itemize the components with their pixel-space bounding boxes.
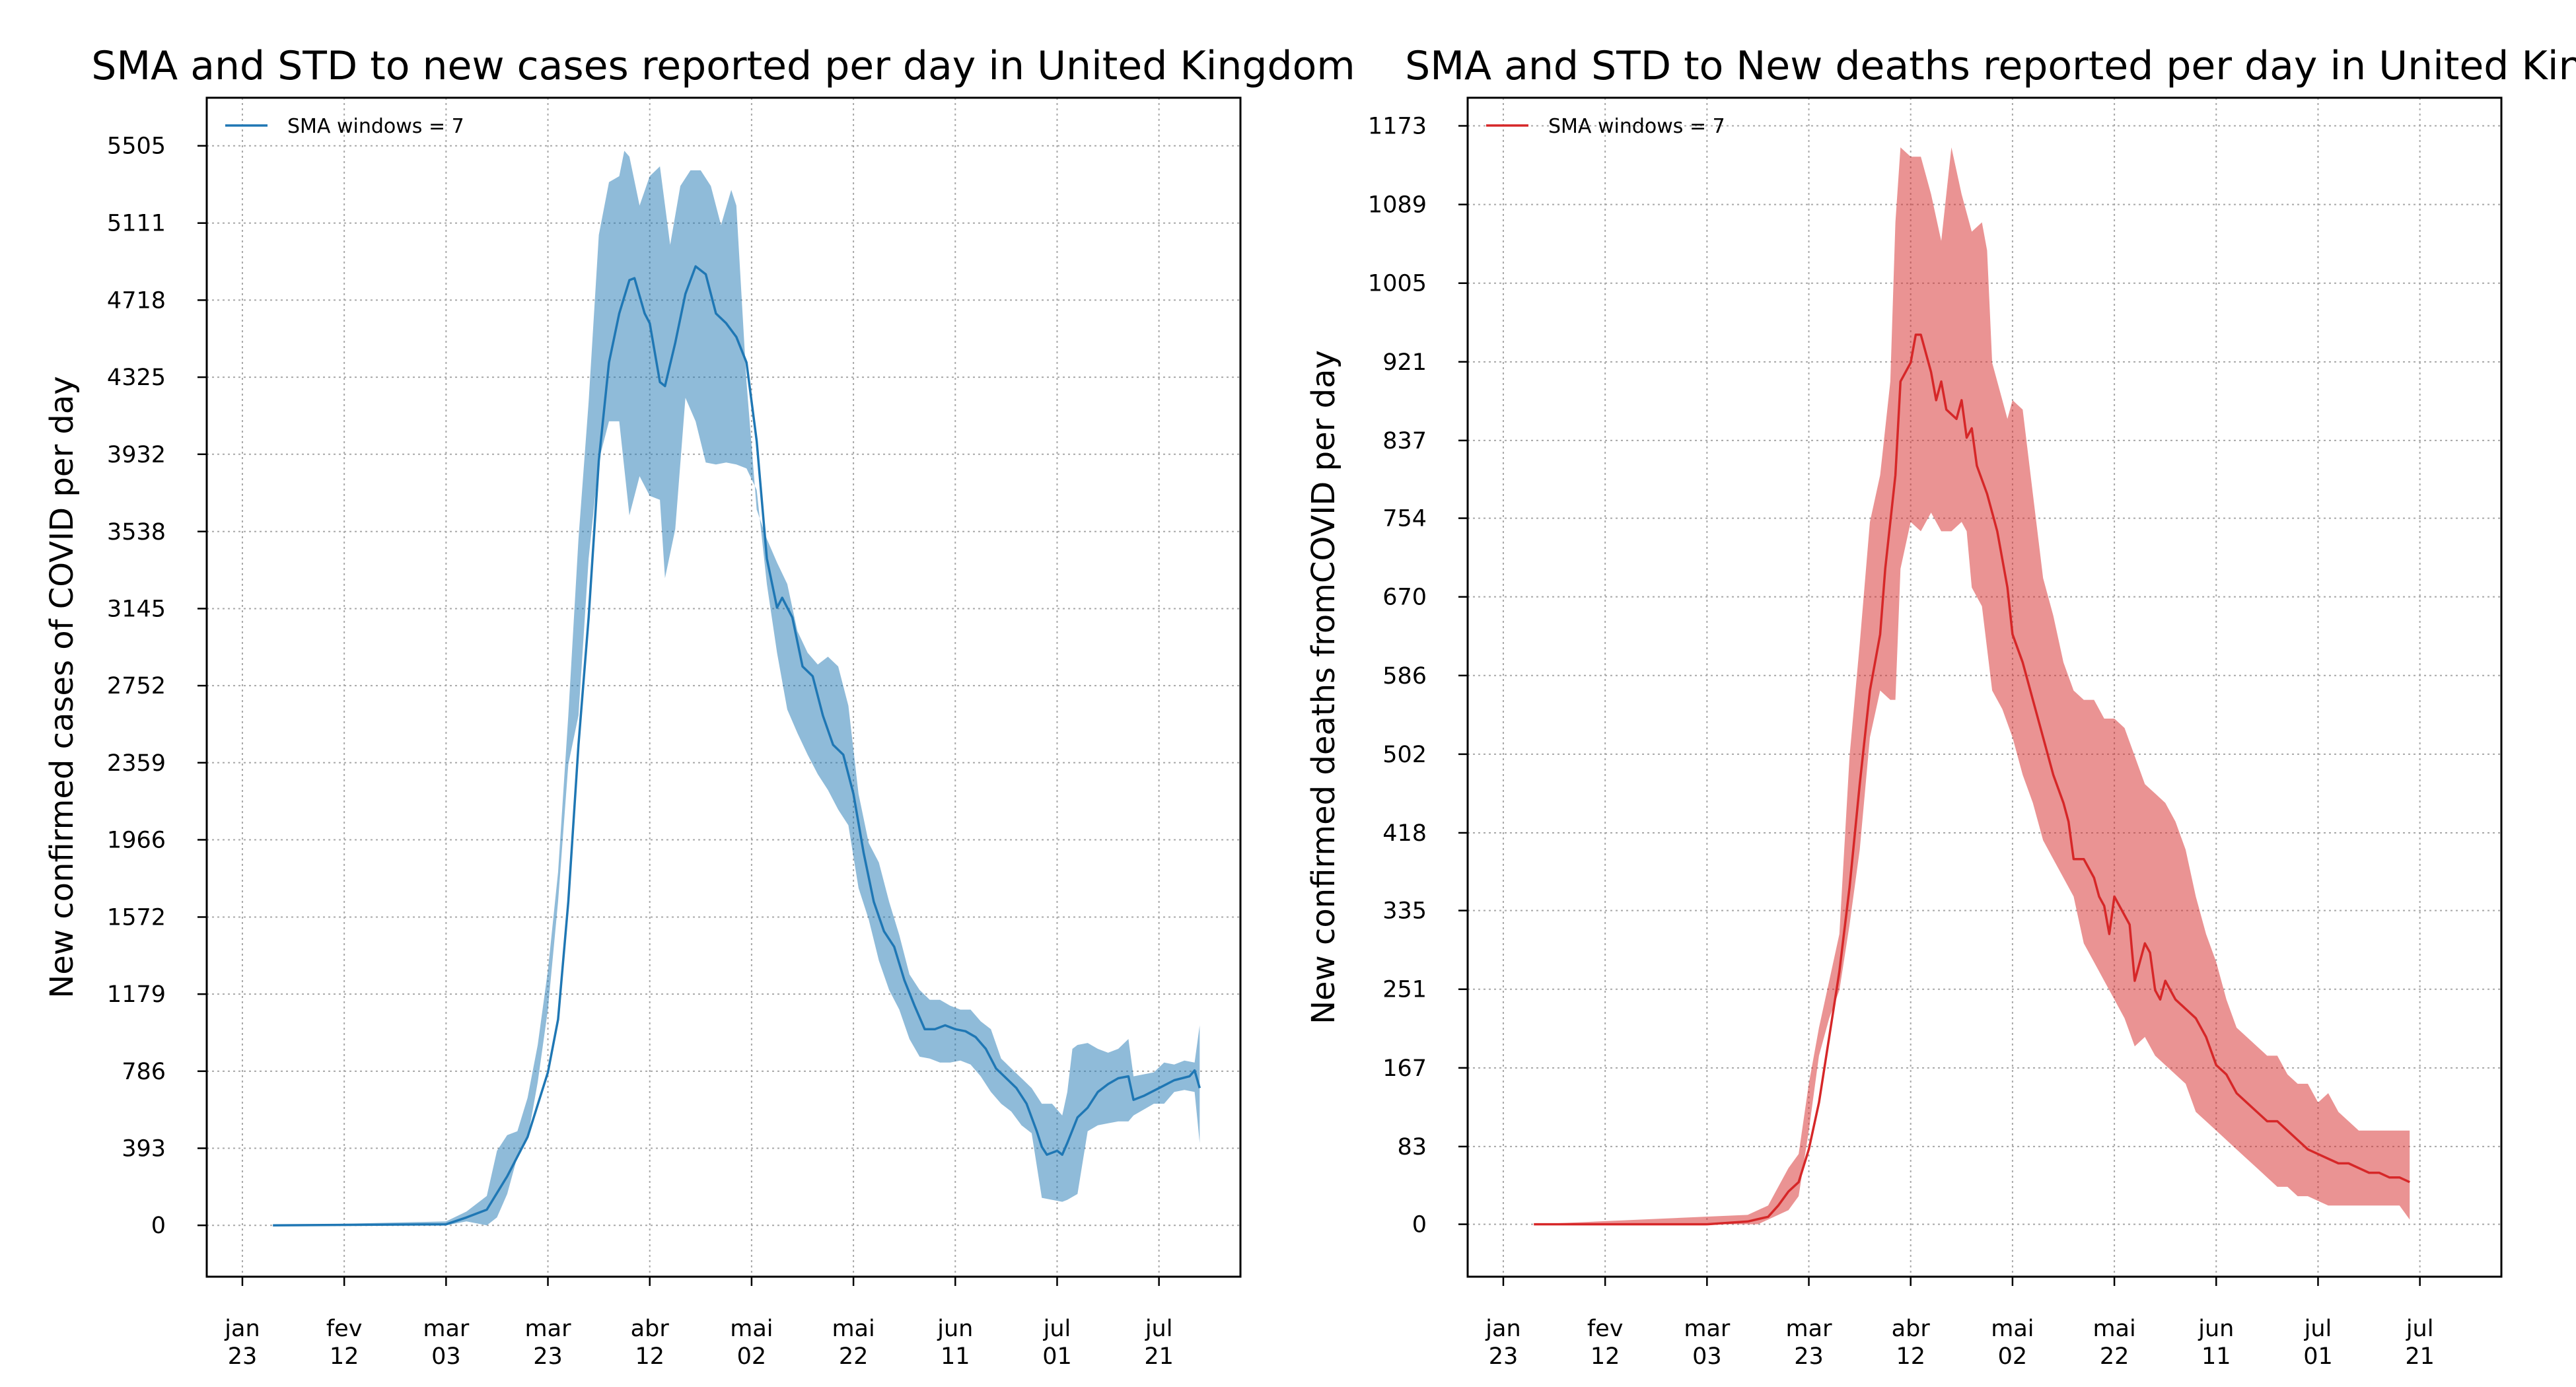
std-band xyxy=(273,151,1200,1226)
y-tick-label: 5111 xyxy=(107,211,166,237)
y-tick-label: 335 xyxy=(1382,898,1427,925)
y-tick-label: 670 xyxy=(1382,585,1427,611)
x-tick-label: jul 21 xyxy=(1144,1316,1174,1370)
std-band xyxy=(1534,147,2410,1225)
y-tick-label: 1179 xyxy=(107,981,166,1008)
y-tick-label: 921 xyxy=(1382,349,1427,376)
y-tick-label: 4325 xyxy=(107,365,166,391)
y-axis-label: New confirmed deaths fromCOVID per day xyxy=(1305,350,1342,1024)
y-tick-label: 5505 xyxy=(107,133,166,160)
x-tick-label: mar 03 xyxy=(423,1316,470,1370)
y-tick-label: 754 xyxy=(1382,506,1427,532)
plot-area xyxy=(273,151,1201,1227)
y-tick-label: 393 xyxy=(122,1136,166,1162)
x-tick-label: jan 23 xyxy=(224,1316,260,1370)
x-tick-label: jul 01 xyxy=(1042,1316,1072,1370)
y-tick-label: 83 xyxy=(1397,1134,1427,1160)
x-tick-label: jun 11 xyxy=(2198,1316,2234,1370)
y-tick-label: 251 xyxy=(1382,977,1427,1003)
legend-label: SMA windows = 7 xyxy=(1548,115,1725,138)
y-tick-label: 502 xyxy=(1382,742,1427,768)
sma-line xyxy=(273,265,1201,1227)
y-tick-label: 3145 xyxy=(107,596,166,622)
x-tick-label: jul 21 xyxy=(2405,1316,2435,1370)
legend: SMA windows = 7 xyxy=(225,115,464,138)
y-tick-label: 2752 xyxy=(107,673,166,699)
y-tick-label: 167 xyxy=(1382,1055,1427,1082)
x-tick-label: fev 12 xyxy=(1587,1316,1624,1370)
y-tick-label: 1966 xyxy=(107,827,166,853)
x-tick-label: jul 01 xyxy=(2303,1316,2333,1370)
x-tick-label: mai 02 xyxy=(1991,1316,2034,1370)
cases-chart: SMA and STD to new cases reported per da… xyxy=(44,43,1355,1370)
x-tick-label: mai 22 xyxy=(2093,1316,2135,1370)
y-tick-label: 0 xyxy=(151,1213,166,1239)
y-tick-label: 4718 xyxy=(107,287,166,314)
x-tick-label: mar 03 xyxy=(1684,1316,1731,1370)
x-tick-label: mai 02 xyxy=(730,1316,773,1370)
y-tick-label: 1572 xyxy=(107,904,166,931)
x-tick-label: abr 12 xyxy=(1892,1316,1931,1370)
sma-line xyxy=(1534,333,2410,1226)
plot-frame xyxy=(1466,96,2503,1278)
deaths-chart: SMA and STD to New deaths reported per d… xyxy=(1305,43,2576,1370)
y-tick-label: 3538 xyxy=(107,519,166,546)
y-axis-label: New confirmed cases of COVID per day xyxy=(44,376,81,998)
chart-title: SMA and STD to New deaths reported per d… xyxy=(1405,43,2576,89)
x-tick-label: mai 22 xyxy=(832,1316,875,1370)
y-tick-label: 586 xyxy=(1382,663,1427,690)
x-tick-label: jun 11 xyxy=(937,1316,973,1370)
y-tick-label: 3932 xyxy=(107,442,166,468)
y-tick-label: 1173 xyxy=(1368,114,1427,140)
y-tick-label: 786 xyxy=(122,1059,166,1085)
plot-area xyxy=(1534,147,2410,1226)
x-tick-label: abr 12 xyxy=(631,1316,670,1370)
y-tick-label: 2359 xyxy=(107,750,166,777)
x-tick-label: mar 23 xyxy=(1786,1316,1833,1370)
plot-frame xyxy=(205,96,1242,1278)
x-tick-label: fev 12 xyxy=(326,1316,363,1370)
y-tick-label: 1005 xyxy=(1368,271,1427,297)
x-tick-label: mar 23 xyxy=(525,1316,572,1370)
chart-title: SMA and STD to new cases reported per da… xyxy=(91,43,1355,89)
y-tick-label: 837 xyxy=(1382,428,1427,454)
y-tick-label: 0 xyxy=(1412,1212,1427,1238)
x-tick-label: jan 23 xyxy=(1485,1316,1521,1370)
y-tick-label: 1089 xyxy=(1368,192,1427,219)
legend: SMA windows = 7 xyxy=(1486,115,1725,138)
y-tick-label: 418 xyxy=(1382,820,1427,847)
legend-label: SMA windows = 7 xyxy=(287,115,464,138)
